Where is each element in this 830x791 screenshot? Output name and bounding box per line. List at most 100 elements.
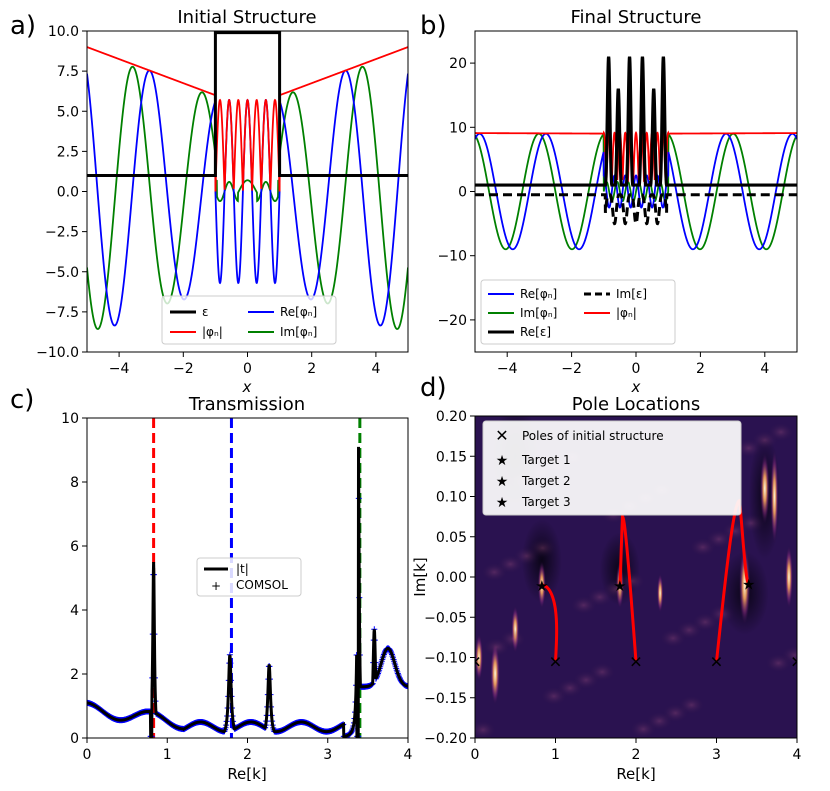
heatmap-texture	[569, 595, 598, 616]
panel-d-xtick-label: 3	[712, 747, 721, 763]
panel-letter-d: d)	[420, 373, 447, 403]
legend-d-t1: Target 1	[521, 453, 571, 467]
panel-c-title: Transmission	[188, 394, 305, 415]
heatmap-hotspot	[656, 572, 664, 614]
legend-d-t1-marker: ★	[496, 453, 509, 469]
heatmap-texture	[688, 537, 717, 558]
legend-b-abs: |φₙ|	[616, 306, 637, 320]
panel-b-legend: Re[φₙ] Im[φₙ] Re[ε] Im[ε] |φₙ|	[480, 279, 676, 345]
panel-b-plot-area	[475, 56, 797, 251]
panel-letter-c: c)	[10, 385, 34, 415]
panel-b-ytick-label: 0	[458, 185, 467, 201]
panel-c-chart: 0 1 2 3 4 0 2 4 6 8 10 Re[k] |t| + COMSOL	[61, 411, 412, 783]
legend-b-imeps: Im[ε]	[616, 287, 647, 301]
panel-c-ticks: 0 1 2 3 4 0 2 4 6 8 10	[61, 411, 412, 763]
heatmap-texture	[539, 686, 568, 707]
legend-a-re: Re[φₙ]	[280, 305, 317, 319]
panel-c-xtick-label: 2	[243, 747, 252, 763]
panel-d-xlabel: Re[k]	[616, 765, 655, 783]
re-epsilon-line	[475, 56, 797, 187]
panel-a-xtick-label: 4	[371, 361, 380, 377]
panel-d-ytick-label: 0.05	[436, 530, 467, 546]
heatmap-hotspot	[739, 544, 751, 626]
panel-c-ytick-label: 2	[70, 667, 79, 683]
panel-d-xtick-label: 2	[632, 747, 641, 763]
panel-c-xlabel: Re[k]	[227, 765, 266, 783]
panel-b-xtick-label: 0	[632, 361, 641, 377]
legend-d-t2-marker: ★	[496, 474, 509, 490]
panel-a-ticks: −4 −2 0 2 4 −10.0 −7.5 −5.0 −2.5 0.0 2.5 5.0 7.5 10.0	[36, 24, 380, 377]
heatmap-hotspot	[784, 544, 793, 610]
panel-letter-a: a)	[10, 11, 36, 41]
heatmap-hotspot	[770, 448, 779, 545]
legend-b-re: Re[φₙ]	[520, 287, 557, 301]
legend-d-t3: Target 3	[521, 495, 571, 509]
panel-b-title: Final Structure	[571, 7, 702, 28]
panel-d-ytick-label: −0.15	[424, 691, 467, 707]
initial-pole-marker: ✕	[549, 653, 562, 672]
t-line	[87, 446, 408, 738]
re-phi-line	[87, 69, 408, 327]
panel-d-ytick-label: 0.15	[436, 449, 467, 465]
im-phi-line	[87, 65, 408, 330]
panel-d-xtick-label: 4	[793, 747, 802, 763]
panel-c-ytick-label: 6	[70, 539, 79, 555]
panel-b-xtick-label: −2	[561, 361, 582, 377]
heatmap-texture	[480, 562, 509, 583]
panel-b-xtick-label: −4	[497, 361, 518, 377]
legend-b-reeps: Re[ε]	[520, 325, 551, 339]
panel-c-ytick-label: 8	[70, 475, 79, 491]
panel-d-ytick-label: −0.20	[424, 731, 467, 747]
panel-d-xtick-label: 0	[471, 747, 480, 763]
pole-trajectory	[618, 514, 638, 662]
legend-d-t3-marker: ★	[496, 495, 509, 511]
panel-a-xtick-label: −2	[173, 361, 194, 377]
panel-a-ytick-label: 7.5	[57, 64, 79, 80]
legend-d-poles-marker: ✕	[495, 426, 508, 445]
initial-pole-marker: ✕	[468, 653, 481, 672]
panel-d-xtick-label: 1	[551, 747, 560, 763]
heatmap-texture	[659, 628, 688, 649]
panel-c-ytick-label: 0	[70, 731, 79, 747]
legend-c-comsol-marker: +	[211, 579, 221, 593]
panel-d-ticks: 0 1 2 3 4 −0.20 −0.15 −0.10 −0.05 0.00 0.05 0.10 0.1…	[424, 409, 801, 763]
panel-a-ytick-label: −7.5	[45, 305, 79, 321]
re-phi-line	[475, 132, 797, 251]
panel-b-xlabel: x	[631, 378, 641, 396]
panel-d-chart: ✕ ✕ ✕ ✕ ✕ ★ ★ ★ 0 1 2 3 4 −0.20 −0.15 −0.10 −0.05 0.00 0.…	[411, 409, 803, 783]
target-marker: ★	[535, 577, 548, 595]
panel-c-xtick-label: 0	[83, 747, 92, 763]
panel-c-plot-area	[87, 418, 408, 738]
panel-a-ytick-label: 2.5	[57, 144, 79, 160]
heatmap-texture	[482, 637, 511, 658]
legend-a-eps: ε	[202, 305, 209, 319]
heatmap-hotspot	[475, 633, 484, 682]
panel-d-title: Pole Locations	[572, 394, 701, 415]
initial-pole-marker: ✕	[710, 653, 723, 672]
panel-letter-b: b)	[420, 11, 447, 41]
panel-c-xtick-label: 1	[163, 747, 172, 763]
panel-b-ytick-label: −10	[437, 249, 467, 265]
heatmap-hotspot	[759, 452, 770, 525]
heatmap-texture	[629, 719, 658, 738]
panel-c-ytick-label: 4	[70, 603, 79, 619]
panel-a-ytick-label: −10.0	[36, 345, 79, 361]
panel-c-xtick-label: 3	[323, 747, 332, 763]
heatmap-texture	[764, 653, 793, 674]
panel-b-ytick-label: 10	[449, 120, 467, 136]
abs-phi-left	[87, 46, 217, 192]
heatmap-texture	[475, 719, 498, 738]
panel-c-legend: |t| + COMSOL	[196, 557, 302, 597]
target-marker: ★	[742, 575, 755, 593]
legend-d-poles: Poles of initial structure	[522, 429, 664, 443]
panel-d-ytick-label: −0.10	[424, 651, 467, 667]
legend-a-im: Im[φₙ]	[280, 325, 317, 339]
panel-a-chart: −4 −2 0 2 4 −10.0 −7.5 −5.0 −2.5 0.0 2.5 5.0 7.5 10.0…	[36, 24, 409, 396]
initial-pole-marker: ✕	[790, 653, 803, 672]
panel-a-title: Initial Structure	[177, 7, 316, 28]
legend-c-t: |t|	[236, 562, 249, 576]
panel-a-xtick-label: 2	[307, 361, 316, 377]
abs-phi-right	[278, 46, 408, 192]
